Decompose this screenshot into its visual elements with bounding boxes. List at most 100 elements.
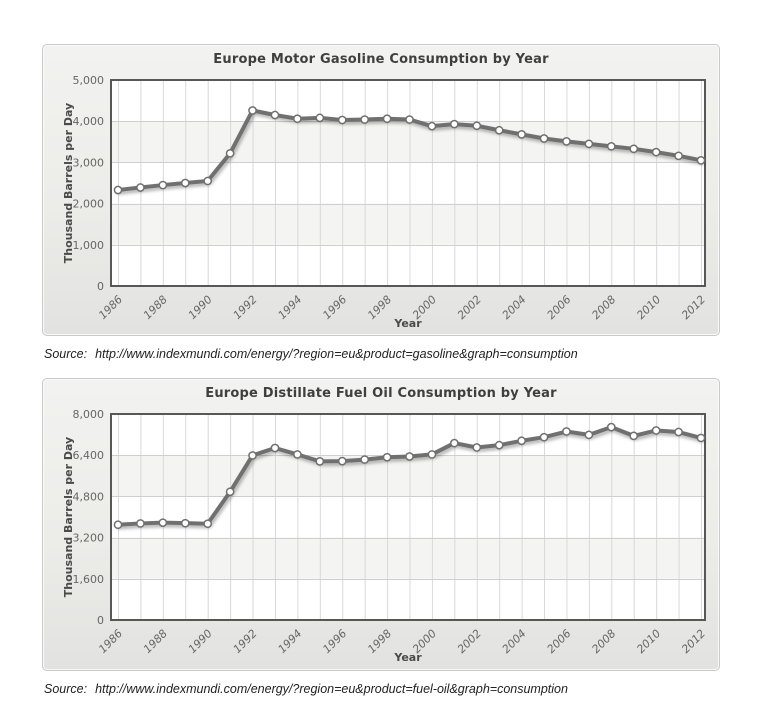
x-tick-label: 1996 xyxy=(320,293,349,322)
data-point-1999 xyxy=(405,452,414,461)
data-point-2011 xyxy=(674,151,683,161)
fueloil-source-caption: Source: http://www.indexmundi.com/energy/… xyxy=(44,682,568,696)
data-point-2005 xyxy=(539,134,549,143)
x-tick-label: 2008 xyxy=(589,627,618,656)
data-point-1994 xyxy=(293,450,302,459)
x-tick-label: 1992 xyxy=(231,293,260,322)
x-tick-label: 2010 xyxy=(634,627,663,656)
y-tick-label: 0 xyxy=(97,614,104,627)
data-point-2012 xyxy=(696,433,706,443)
y-tick-label: 6,400 xyxy=(73,449,105,462)
data-point-1990 xyxy=(203,176,213,186)
data-point-1989 xyxy=(180,518,190,528)
x-tick-label: 2002 xyxy=(455,293,484,322)
x-tick-label: 1988 xyxy=(141,627,170,656)
plot-background xyxy=(111,414,705,620)
data-point-1997 xyxy=(360,455,370,464)
x-tick-label: 1994 xyxy=(276,293,305,322)
data-point-2002 xyxy=(472,121,482,131)
y-tick-label: 4,000 xyxy=(73,115,105,128)
x-tick-label: 2002 xyxy=(455,627,484,656)
x-tick-label: 1990 xyxy=(186,627,215,656)
y-tick-label: 1,600 xyxy=(73,573,105,586)
x-gridlines xyxy=(118,414,702,620)
data-point-2009 xyxy=(629,144,639,154)
series-markers xyxy=(113,422,706,530)
data-point-2008 xyxy=(606,141,616,151)
data-point-1993 xyxy=(270,110,280,120)
x-tick-label: 2012 xyxy=(679,627,708,656)
data-point-1986 xyxy=(113,185,123,195)
y-tick-label: 0 xyxy=(97,280,104,293)
gasoline-chart-frame: Europe Motor Gasoline Consumption by Yea… xyxy=(42,44,720,336)
data-point-2006 xyxy=(562,427,571,436)
source-label: Source: xyxy=(44,682,88,696)
data-point-1995 xyxy=(315,113,325,123)
x-tick-label: 2004 xyxy=(500,293,529,322)
series-markers xyxy=(113,106,706,195)
y-tick-label: 3,200 xyxy=(73,532,105,545)
data-point-2007 xyxy=(584,430,594,440)
x-tick-label: 1998 xyxy=(365,293,394,322)
y-tick-label: 3,000 xyxy=(73,156,105,169)
y-tick-label: 1,000 xyxy=(73,239,105,252)
y-tick-labels: 0 1,600 3,200 4,800 6,400 8,000 xyxy=(73,408,105,627)
x-tick-label: 1986 xyxy=(96,293,125,322)
data-point-2004 xyxy=(517,130,526,139)
x-tick-label: 2004 xyxy=(500,627,529,656)
y-tick-label: 5,000 xyxy=(73,74,105,87)
plot-band xyxy=(111,203,705,245)
x-tick-label: 2012 xyxy=(679,293,708,322)
data-point-2001 xyxy=(449,438,459,448)
data-point-1993 xyxy=(270,443,280,453)
x-tick-label: 2006 xyxy=(545,293,574,322)
fueloil-chart-frame: Europe Distillate Fuel Oil Consumption b… xyxy=(42,378,720,671)
x-tick-label: 1994 xyxy=(276,627,305,656)
fueloil-chart-plot: 0 1,600 3,200 4,800 6,400 8,000 1986 1988 1990 19… xyxy=(62,408,708,664)
x-tick-label: 1988 xyxy=(141,293,170,322)
data-point-2003 xyxy=(494,440,504,450)
data-point-1987 xyxy=(136,519,145,528)
data-point-1995 xyxy=(315,457,325,466)
x-tick-label: 1992 xyxy=(231,627,260,656)
data-point-2008 xyxy=(606,422,616,432)
data-point-1988 xyxy=(158,518,168,528)
plot-band xyxy=(111,121,705,163)
x-tick-label: 1996 xyxy=(320,627,349,656)
data-point-1987 xyxy=(136,183,145,192)
data-point-1988 xyxy=(158,180,168,190)
gasoline-chart-title: Europe Motor Gasoline Consumption by Yea… xyxy=(213,52,549,67)
data-point-2007 xyxy=(584,139,594,149)
data-point-2003 xyxy=(494,125,504,135)
gasoline-chart-plot: 0 1,000 2,000 3,000 4,000 5,000 1986 1988 1990 19… xyxy=(62,74,708,330)
data-point-2012 xyxy=(696,155,706,165)
data-point-1991 xyxy=(225,487,235,497)
plot-border xyxy=(110,79,706,287)
gasoline-source-url: http://www.indexmundi.com/energy/?region… xyxy=(95,347,578,361)
plot-band xyxy=(111,455,705,497)
data-point-1992 xyxy=(248,451,257,460)
x-tick-label: 2006 xyxy=(545,627,574,656)
y-tick-label: 8,000 xyxy=(73,408,105,421)
y-axis-title: Thousand Barrels per Day xyxy=(62,103,75,263)
data-point-1989 xyxy=(180,178,190,188)
data-point-1996 xyxy=(337,456,347,466)
data-point-2004 xyxy=(517,436,526,446)
data-point-2010 xyxy=(651,147,661,157)
x-axis-title: Year xyxy=(393,317,422,330)
data-point-1994 xyxy=(293,114,302,124)
data-point-2001 xyxy=(449,119,459,129)
x-axis-title: Year xyxy=(393,651,422,664)
plot-border xyxy=(110,413,706,621)
data-point-1999 xyxy=(405,115,414,124)
fueloil-chart-title: Europe Distillate Fuel Oil Consumption b… xyxy=(205,386,557,401)
data-point-1996 xyxy=(337,115,347,125)
data-point-1992 xyxy=(248,106,257,115)
x-tick-label: 2010 xyxy=(634,293,663,322)
data-point-1998 xyxy=(382,452,392,462)
x-tick-label: 2008 xyxy=(589,293,618,322)
data-point-1990 xyxy=(203,519,213,529)
y-tick-label: 2,000 xyxy=(73,198,105,211)
y-tick-label: 4,800 xyxy=(73,490,105,503)
data-point-1991 xyxy=(225,148,235,158)
